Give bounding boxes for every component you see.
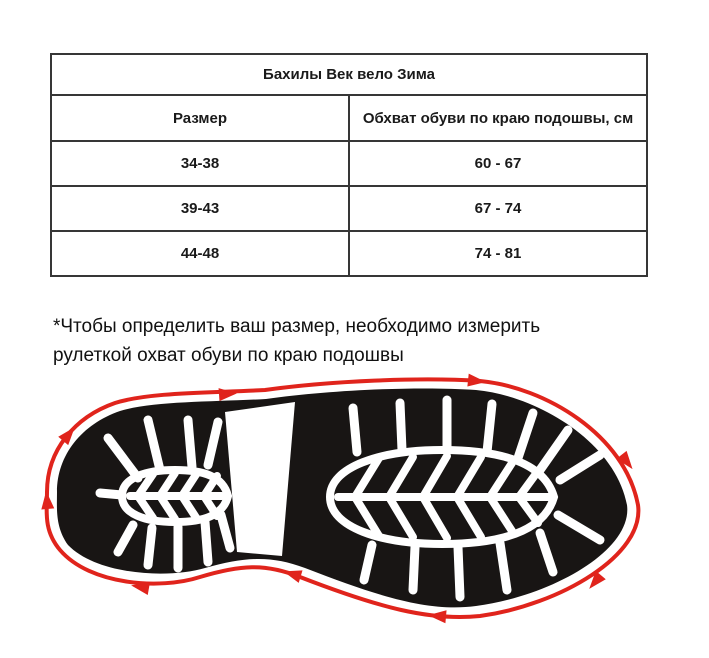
table-row: 39-43 67 - 74 <box>50 185 648 232</box>
arrowhead-icon <box>428 610 447 624</box>
arrowhead-icon <box>467 373 486 387</box>
girth-range-cell: 60 - 67 <box>348 140 648 187</box>
measurement-note: *Чтобы определить ваш размер, необходимо… <box>53 316 541 366</box>
arrowhead-icon <box>58 427 75 446</box>
arrowhead-icon <box>283 570 303 583</box>
sole-arch-cutout <box>225 402 295 556</box>
size-chart-table: Бахилы Век вело Зима Размер Обхват обуви… <box>50 53 648 277</box>
size-range-cell: 44-48 <box>50 230 350 277</box>
column-header-size: Размер <box>50 94 350 142</box>
arrowhead-icon <box>218 388 237 402</box>
heel-leaf-ribs <box>126 469 226 523</box>
size-range-cell: 34-38 <box>50 140 350 187</box>
arrowheads <box>41 373 633 624</box>
measurement-arrow-loop <box>41 373 641 624</box>
girth-range-cell: 67 - 74 <box>348 185 648 232</box>
arrowhead-icon <box>589 570 606 589</box>
arrowhead-icon <box>131 582 150 595</box>
toe-tread <box>325 395 605 602</box>
size-range-cell: 39-43 <box>50 185 350 232</box>
table-row: 34-38 60 - 67 <box>50 140 648 187</box>
toe-leaf-ribs <box>334 452 555 542</box>
girth-range-cell: 74 - 81 <box>348 230 648 277</box>
boot-sole-illustration <box>41 373 641 624</box>
column-header-girth: Обхват обуви по краю подошвы, см <box>348 94 648 142</box>
measurement-arrow-path <box>44 377 641 620</box>
arrowhead-icon <box>616 450 633 470</box>
arrowhead-icon <box>41 491 55 510</box>
heel-tread <box>95 415 235 573</box>
toe-leaf-outline <box>325 445 559 549</box>
table-title: Бахилы Век вело Зима <box>50 53 648 96</box>
table-row: 44-48 74 - 81 <box>50 230 648 277</box>
